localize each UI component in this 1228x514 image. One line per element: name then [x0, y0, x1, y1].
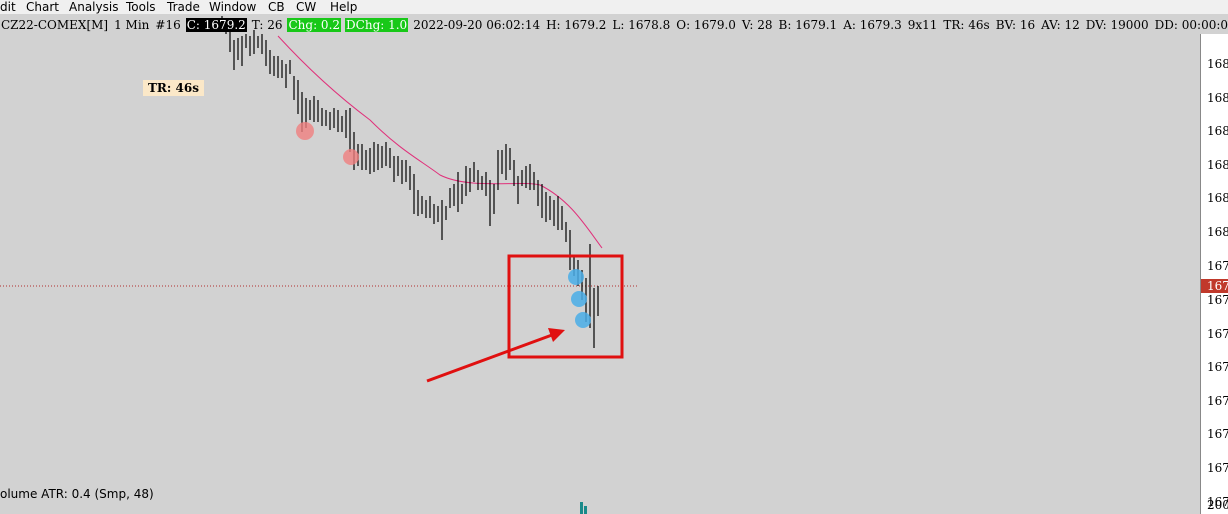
price-axis-label: 168 [1207, 57, 1228, 71]
day-volume: DV: 19000 [1085, 18, 1149, 32]
close: C: 1679.2 [185, 18, 247, 32]
ask-volume: AV: 12 [1041, 18, 1080, 32]
price-axis-label: 167 [1207, 326, 1228, 341]
high: H: 1679.2 [546, 18, 607, 32]
menu-item[interactable]: Trade [167, 0, 200, 14]
bid: B: 1679.1 [778, 18, 838, 32]
price-axis-label: 167 [1207, 461, 1228, 475]
price-axis-label: 167 [1207, 494, 1228, 509]
signal-dot [296, 122, 314, 140]
time: 2022-09-20 06:02:14 [413, 18, 541, 32]
menu-item[interactable]: Window [209, 0, 257, 14]
volume-axis-label: 200 [1207, 498, 1228, 512]
ask: A: 1679.3 [843, 18, 902, 32]
price-axis-label: 168 [1207, 191, 1228, 206]
price-axis [1200, 34, 1228, 514]
menu-item[interactable]: Chart [26, 0, 59, 14]
signal-dot [343, 149, 359, 165]
volume-bar [580, 502, 583, 514]
menu-item[interactable]: Analysis [69, 0, 119, 14]
price-axis-label: 167 [1207, 393, 1228, 408]
price-axis-label: 167 [1207, 427, 1228, 442]
volume-label: olume ATR: 0.4 (Smp, 48) [0, 487, 154, 501]
symbol: CZ22-COMEX[M] [1, 18, 109, 32]
bid-volume: BV: 16 [995, 18, 1036, 32]
menu-bar: dit Chart Analysis Tools Trade Window CB CW Help [0, 0, 1228, 14]
menu-item[interactable]: Help [330, 0, 358, 14]
day-change: DChg: 1.0 [345, 18, 409, 32]
price-axis-label: 168 [1207, 225, 1228, 239]
menu-item[interactable]: CW [296, 0, 317, 14]
open: O: 1679.0 [676, 18, 736, 32]
menu-item[interactable]: Tools [126, 0, 156, 14]
price-axis-label: 167 [1207, 360, 1228, 375]
price-axis-label: 168 [1207, 90, 1228, 105]
price-axis-label: 167 [1207, 258, 1228, 273]
signal-dot [568, 269, 584, 285]
moving-average [277, 35, 603, 249]
ticks: T: 26 [251, 18, 283, 32]
low: L: 1678.8 [612, 18, 671, 32]
interval: 1 Min [114, 18, 150, 32]
bar-number: #16 [155, 18, 181, 32]
volume-bar [584, 506, 587, 514]
tr-label: TR: 46s [143, 80, 204, 96]
highlight-box [507, 254, 624, 359]
volume: V: 28 [741, 18, 773, 32]
price-axis-label: 167 [1207, 293, 1228, 307]
info-bar: CZ22-COMEX[M] 1 Min #16 C: 1679.2 T: 26 Chg: … [0, 16, 1228, 34]
arrow-shaft [426, 333, 553, 383]
change: Chg: 0.2 [287, 18, 342, 32]
size: 9x11 [907, 18, 938, 32]
menu-item[interactable]: CB [268, 0, 285, 14]
candlesticks [221, 16, 599, 348]
arrow-head [548, 328, 565, 342]
signal-dot [575, 312, 591, 328]
duration: DD: 00:00:01 [1154, 18, 1228, 32]
price-axis-label: 168 [1207, 157, 1228, 172]
menu-item[interactable]: dit [0, 0, 16, 14]
current-price-label: 167 [1201, 279, 1228, 293]
signal-dot [571, 291, 587, 307]
price-axis-label: 168 [1207, 124, 1228, 139]
tr: TR: 46s [943, 18, 990, 32]
